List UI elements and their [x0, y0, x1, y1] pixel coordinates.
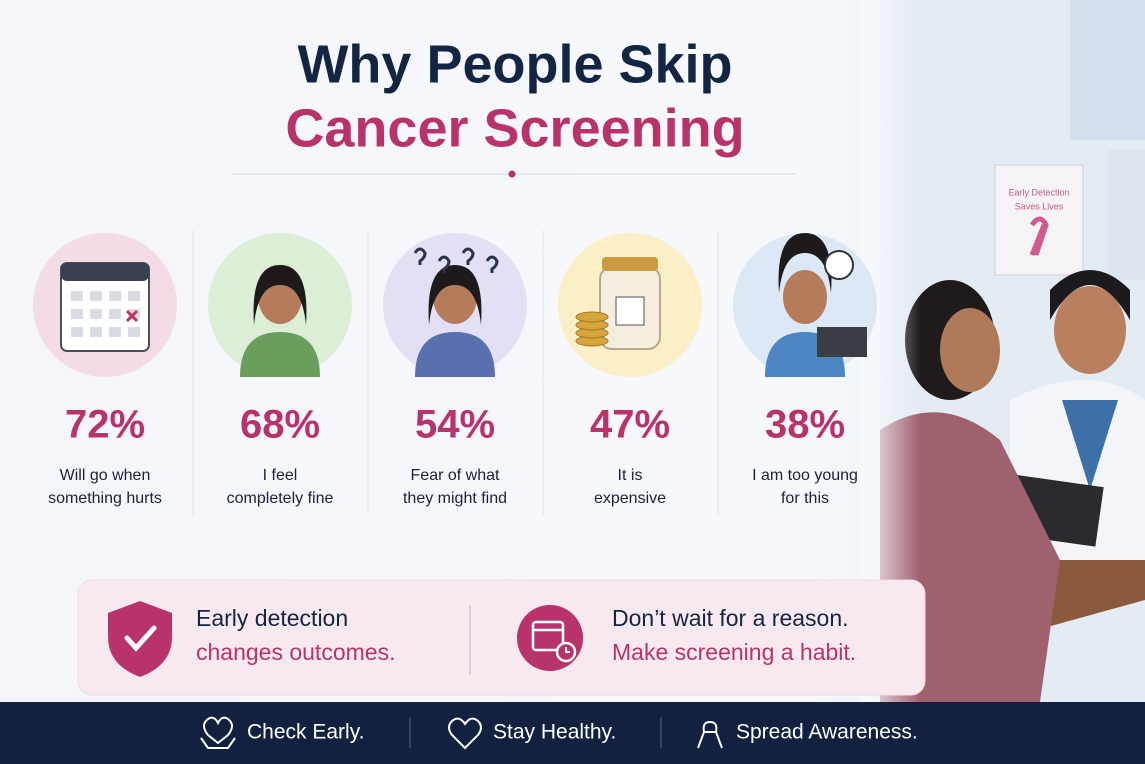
stat-percent: 38% [765, 403, 845, 447]
calendar-icon [61, 263, 149, 281]
footer-bar [0, 702, 1145, 764]
person-head [783, 270, 827, 324]
calendar-icon [565, 647, 570, 653]
calendar-icon [71, 291, 83, 301]
calendar-icon [517, 605, 583, 671]
clinic-photo: Early Detection Saves Lives [860, 0, 1145, 702]
question-mark [461, 247, 475, 265]
stat-label: expensive [594, 490, 666, 507]
callout-box [77, 579, 926, 696]
clock [824, 250, 854, 280]
title-line: Why People Skip [297, 34, 732, 94]
divider-dot [508, 170, 516, 178]
question-mark [437, 255, 451, 273]
coin [575, 311, 609, 323]
stat-percent: 47% [590, 403, 670, 447]
footer-icons [448, 717, 482, 750]
question-mark [413, 247, 427, 265]
person-body [415, 332, 495, 377]
person-hair [253, 265, 307, 325]
footer-icons [203, 716, 233, 745]
poster-text: Saves Lives [1015, 201, 1064, 211]
stat-label: completely fine [227, 490, 334, 507]
title-line: Cancer Screening [285, 98, 744, 158]
callout-text: changes outcomes. [196, 639, 395, 665]
clinic-photo [1062, 400, 1118, 490]
clinic-photo [1108, 150, 1145, 280]
footer-icons [200, 737, 236, 749]
stat-label: I am too young [752, 467, 858, 484]
person-hair [428, 265, 482, 325]
shield-icon [124, 625, 157, 652]
callout-text: Don’t wait for a reason. [612, 605, 849, 631]
stat-percent: 54% [415, 403, 495, 447]
laptop [817, 327, 867, 357]
stat-label: they might find [403, 490, 507, 507]
stat-percent: 68% [240, 403, 320, 447]
footer-icons [697, 721, 723, 749]
clinic-photo [940, 308, 1000, 392]
clinic-photo [1029, 216, 1049, 256]
calendar-icon [90, 291, 102, 301]
footer-icons [200, 716, 723, 750]
calendar-icon [517, 605, 583, 671]
footer-text: Stay Healthy. [493, 721, 616, 744]
footer-text: Check Early. [247, 721, 364, 744]
person-hair [778, 233, 832, 293]
calendar-icon [71, 309, 83, 319]
callout-text: Make screening a habit. [612, 639, 856, 665]
stat-label: for this [781, 490, 829, 507]
footer-text: Spread Awareness. [736, 721, 918, 744]
poster-text: Early Detection [1008, 187, 1069, 197]
calendar-icon [90, 309, 102, 319]
calendar-icon [128, 327, 140, 337]
rupee-label [615, 296, 645, 326]
stat-label: It is [618, 467, 643, 484]
calendar-icon [71, 327, 83, 337]
calendar-icon [109, 309, 121, 319]
person-body [240, 332, 320, 377]
callout-text: Early detection [196, 605, 348, 631]
jar-lid [602, 257, 658, 271]
shield-icon [108, 601, 172, 677]
stats: 72% Will go when something hurts 68% I feel c… [33, 230, 877, 515]
calendar-icon [90, 327, 102, 337]
stat-label: Fear of what [411, 467, 500, 484]
stat-label: I feel [263, 467, 298, 484]
calendar-icon [109, 327, 121, 337]
shield-icon [108, 601, 172, 677]
calendar-icon [531, 620, 565, 652]
calendar-icon [125, 309, 139, 323]
clinic-photo [1054, 286, 1126, 374]
calendar-icon [109, 291, 121, 301]
stat-label: Will go when [60, 467, 151, 484]
stat-percent: 72% [65, 403, 145, 447]
question-mark [485, 255, 499, 273]
stat-label: something hurts [48, 490, 162, 507]
clinic-photo [1050, 270, 1130, 320]
clinic-photo [994, 164, 1084, 276]
calendar-icon [128, 291, 140, 301]
clinic-photo [1070, 0, 1145, 140]
